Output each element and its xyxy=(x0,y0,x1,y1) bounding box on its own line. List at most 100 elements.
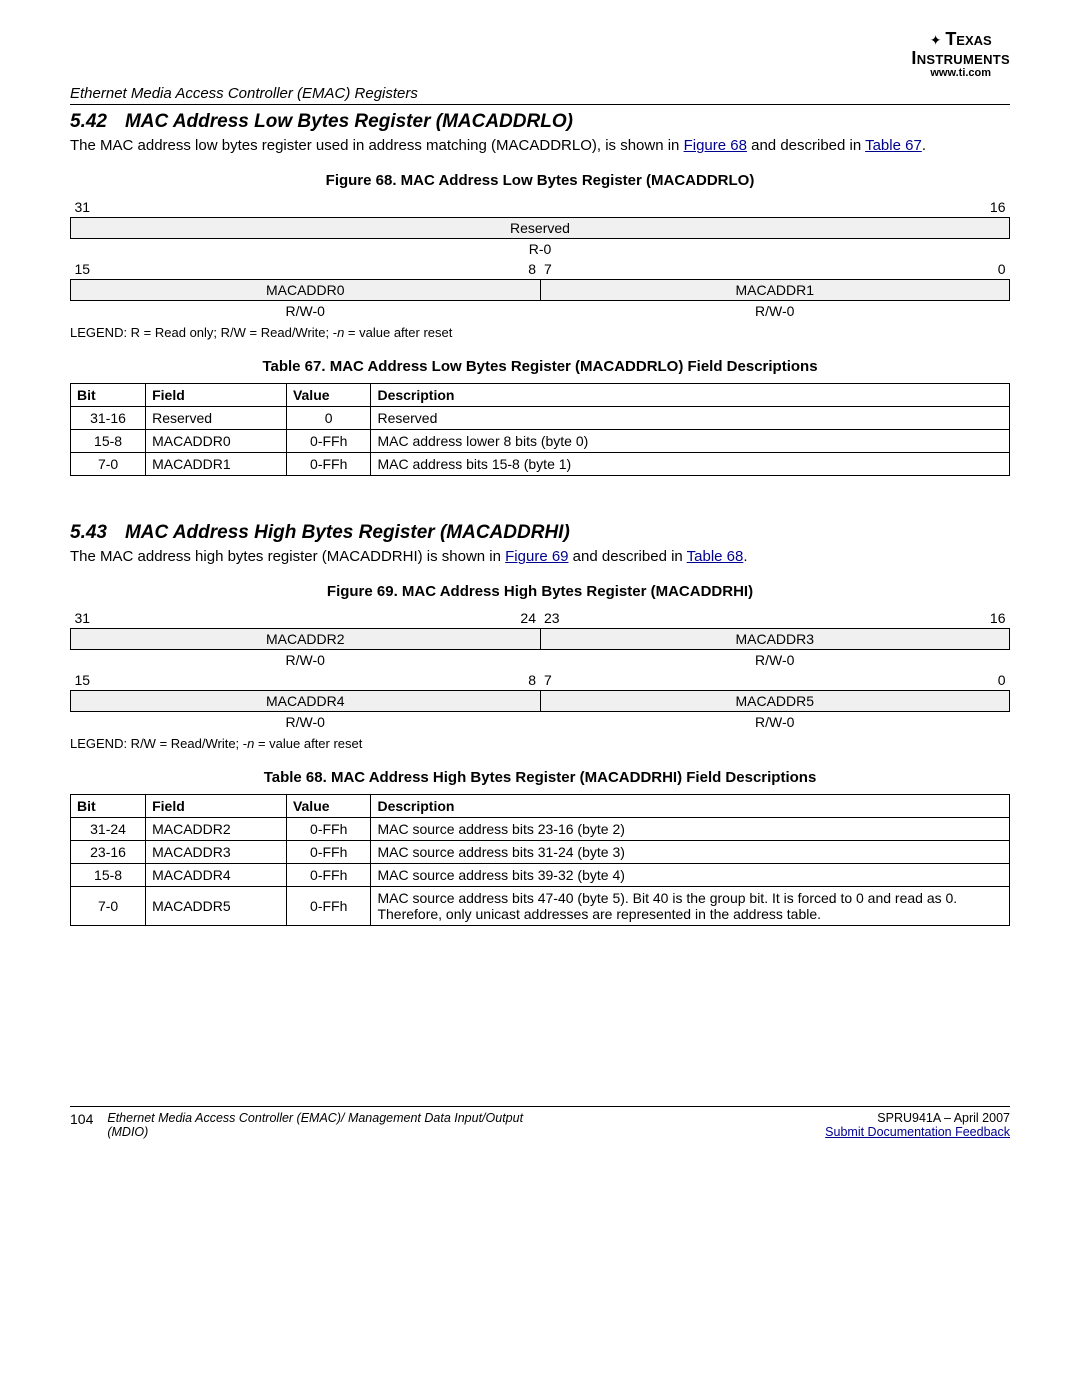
cell-value: 0-FFh xyxy=(286,818,371,841)
cell-field: Reserved xyxy=(146,407,287,430)
col-field: Field xyxy=(146,384,287,407)
section-title: MAC Address Low Bytes Register (MACADDRL… xyxy=(125,111,573,132)
col-field: Field xyxy=(146,795,287,818)
bit-num: 15 xyxy=(71,670,306,691)
page-number: 104 xyxy=(70,1111,93,1139)
bit-num: 15 xyxy=(71,259,306,280)
table-row: 31-24MACADDR20-FFhMAC source address bit… xyxy=(71,818,1010,841)
cell-field: MACADDR5 xyxy=(146,887,287,926)
section-num: 5.42 xyxy=(70,111,107,132)
cell-desc: MAC address bits 15-8 (byte 1) xyxy=(371,453,1010,476)
reg-rw: R/W-0 xyxy=(540,301,1010,322)
table-67-title: Table 67. MAC Address Low Bytes Register… xyxy=(70,358,1010,375)
cell-bit: 15-8 xyxy=(71,430,146,453)
reg-rw: R/W-0 xyxy=(540,650,1010,671)
cell-value: 0-FFh xyxy=(286,453,371,476)
cell-bit: 31-24 xyxy=(71,818,146,841)
table-row: 15-8MACADDR00-FFhMAC address lower 8 bit… xyxy=(71,430,1010,453)
cell-value: 0-FFh xyxy=(286,841,371,864)
section-title: MAC Address High Bytes Register (MACADDR… xyxy=(125,522,570,543)
reg-rw: R/W-0 xyxy=(540,712,1010,733)
reg-rw: R/W-0 xyxy=(71,301,541,322)
cell-field: MACADDR0 xyxy=(146,430,287,453)
figure-69-title: Figure 69. MAC Address High Bytes Regist… xyxy=(70,583,1010,600)
bit-num: 23 xyxy=(540,608,775,629)
col-value: Value xyxy=(286,795,371,818)
bit-num: 16 xyxy=(775,608,1010,629)
figure-69-link[interactable]: Figure 69 xyxy=(505,548,568,565)
figure-68-legend: LEGEND: R = Read only; R/W = Read/Write;… xyxy=(70,325,1010,340)
cell-desc: MAC source address bits 23-16 (byte 2) xyxy=(371,818,1010,841)
col-bit: Bit xyxy=(71,795,146,818)
cell-bit: 7-0 xyxy=(71,453,146,476)
col-desc: Description xyxy=(371,384,1010,407)
cell-desc: Reserved xyxy=(371,407,1010,430)
reg-field: MACADDR1 xyxy=(540,280,1010,301)
bit-num: 7 xyxy=(540,670,775,691)
table-68: Bit Field Value Description 31-24MACADDR… xyxy=(70,794,1010,926)
table-row: 15-8MACADDR40-FFhMAC source address bits… xyxy=(71,864,1010,887)
section-542-heading: 5.42 MAC Address Low Bytes Register (MACA… xyxy=(70,111,1010,133)
cell-field: MACADDR1 xyxy=(146,453,287,476)
reg-field: MACADDR5 xyxy=(540,691,1010,712)
page-container: ✦ Texas Instruments www.ti.com Ethernet … xyxy=(0,0,1080,1179)
bit-num: 31 xyxy=(71,197,541,218)
cell-bit: 7-0 xyxy=(71,887,146,926)
bit-num: 8 xyxy=(305,670,540,691)
cell-bit: 23-16 xyxy=(71,841,146,864)
cell-desc: MAC source address bits 31-24 (byte 3) xyxy=(371,841,1010,864)
reg-field: MACADDR0 xyxy=(71,280,541,301)
figure-69-legend: LEGEND: R/W = Read/Write; -n = value aft… xyxy=(70,736,1010,751)
footer-title: Ethernet Media Access Controller (EMAC)/… xyxy=(107,1111,527,1139)
bit-num: 0 xyxy=(775,259,1010,280)
bit-num: 24 xyxy=(305,608,540,629)
reg-field: MACADDR4 xyxy=(71,691,541,712)
ti-logo-line1: ✦ Texas xyxy=(911,30,1010,49)
page-header: ✦ Texas Instruments www.ti.com xyxy=(70,30,1010,79)
cell-value: 0 xyxy=(286,407,371,430)
cell-desc: MAC address lower 8 bits (byte 0) xyxy=(371,430,1010,453)
bit-num: 31 xyxy=(71,608,306,629)
bit-num: 7 xyxy=(540,259,775,280)
cell-value: 0-FFh xyxy=(286,887,371,926)
page-footer: 104 Ethernet Media Access Controller (EM… xyxy=(70,1106,1010,1139)
cell-bit: 31-16 xyxy=(71,407,146,430)
figure-69: 31 24 23 16 MACADDR2 MACADDR3 R/W-0 R/W-… xyxy=(70,608,1010,670)
feedback-link[interactable]: Submit Documentation Feedback xyxy=(825,1125,1010,1139)
figure-68-link[interactable]: Figure 68 xyxy=(684,137,747,154)
section-543-heading: 5.43 MAC Address High Bytes Register (MAC… xyxy=(70,522,1010,544)
reg-field: MACADDR3 xyxy=(540,629,1010,650)
section-num: 5.43 xyxy=(70,522,107,543)
table-row: 23-16MACADDR30-FFhMAC source address bit… xyxy=(71,841,1010,864)
col-desc: Description xyxy=(371,795,1010,818)
cell-bit: 15-8 xyxy=(71,864,146,887)
table-68-title: Table 68. MAC Address High Bytes Registe… xyxy=(70,769,1010,786)
ti-logo: ✦ Texas Instruments www.ti.com xyxy=(911,30,1010,79)
table-68-link[interactable]: Table 68 xyxy=(687,548,744,565)
table-67: Bit Field Value Description 31-16Reserve… xyxy=(70,383,1010,476)
section-543-para: The MAC address high bytes register (MAC… xyxy=(70,548,1010,565)
cell-field: MACADDR2 xyxy=(146,818,287,841)
table-67-link[interactable]: Table 67 xyxy=(865,137,922,154)
bit-num: 0 xyxy=(775,670,1010,691)
col-value: Value xyxy=(286,384,371,407)
doc-id: SPRU941A – April 2007 xyxy=(825,1111,1010,1125)
cell-field: MACADDR4 xyxy=(146,864,287,887)
cell-value: 0-FFh xyxy=(286,430,371,453)
table-row: 7-0MACADDR50-FFhMAC source address bits … xyxy=(71,887,1010,926)
cell-desc: MAC source address bits 47-40 (byte 5). … xyxy=(371,887,1010,926)
reg-field: Reserved xyxy=(71,218,1010,239)
reg-rw: R-0 xyxy=(71,239,1010,260)
ti-logo-line2: Instruments xyxy=(911,49,1010,68)
breadcrumb: Ethernet Media Access Controller (EMAC) … xyxy=(70,85,1010,105)
reg-rw: R/W-0 xyxy=(71,650,541,671)
bit-num: 8 xyxy=(305,259,540,280)
reg-field: MACADDR2 xyxy=(71,629,541,650)
figure-69-lower: 15 8 7 0 MACADDR4 MACADDR5 R/W-0 R/W-0 xyxy=(70,670,1010,732)
table-row: 7-0MACADDR10-FFhMAC address bits 15-8 (b… xyxy=(71,453,1010,476)
cell-desc: MAC source address bits 39-32 (byte 4) xyxy=(371,864,1010,887)
cell-value: 0-FFh xyxy=(286,864,371,887)
table-row: 31-16Reserved0Reserved xyxy=(71,407,1010,430)
cell-field: MACADDR3 xyxy=(146,841,287,864)
figure-68-lower: 15 8 7 0 MACADDR0 MACADDR1 R/W-0 R/W-0 xyxy=(70,259,1010,321)
